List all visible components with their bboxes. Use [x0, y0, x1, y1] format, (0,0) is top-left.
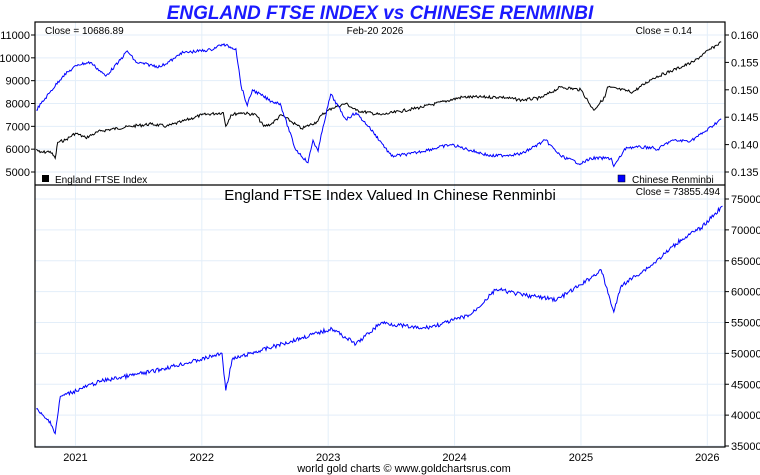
left-tick-label: 9000 — [6, 76, 30, 88]
left-tick-label: 8000 — [6, 99, 30, 111]
left-tick-label: 5000 — [6, 167, 30, 179]
lower-right-tick-label: 35000 — [731, 441, 760, 453]
footer-credit: world gold charts © www.goldchartsrus.co… — [296, 463, 511, 475]
lower-chart-title: England FTSE Index Valued In Chinese Ren… — [224, 187, 556, 204]
x-tick-label: 2021 — [63, 452, 87, 464]
x-tick-label: 2024 — [442, 452, 466, 464]
x-tick-label: 2023 — [316, 452, 340, 464]
x-tick-label: 2026 — [695, 452, 719, 464]
legend-ftse: England FTSE Index — [55, 175, 147, 186]
close-left-label: Close = 10686.89 — [45, 26, 124, 37]
x-tick-label: 2022 — [190, 452, 214, 464]
plot-frame — [34, 21, 726, 448]
ftse-in-cny-line — [36, 205, 723, 435]
x-tick-label: 2025 — [569, 452, 593, 464]
legend-swatch-ftse — [42, 175, 49, 182]
lower-right-tick-label: 60000 — [731, 287, 760, 299]
lower-close-label: Close = 73855.494 — [636, 187, 721, 198]
date-label: Feb-20 2026 — [347, 26, 404, 37]
close-right-label: Close = 0.14 — [636, 26, 693, 37]
lower-right-tick-label: 70000 — [731, 225, 760, 237]
right-tick-label: 0.160 — [731, 30, 759, 42]
right-tick-label: 0.135 — [731, 167, 759, 179]
legend-swatch-cny — [617, 174, 626, 183]
axis-ticks: 2021 2022 2023 2024 2025 2026 5000 6000 7000 8000… — [0, 30, 760, 464]
series-lines — [35, 41, 723, 435]
lower-right-tick-label: 40000 — [731, 410, 760, 422]
right-tick-label: 0.150 — [731, 85, 759, 97]
lower-right-tick-label: 45000 — [731, 379, 760, 391]
lower-right-tick-label: 50000 — [731, 348, 760, 360]
right-tick-label: 0.140 — [731, 140, 759, 152]
left-tick-label: 6000 — [6, 144, 30, 156]
left-tick-label: 11000 — [0, 30, 30, 42]
lower-right-tick-label: 65000 — [731, 256, 760, 268]
lower-right-tick-label: 75000 — [731, 194, 760, 206]
left-tick-label: 10000 — [0, 53, 30, 65]
chart-title: ENGLAND FTSE INDEX vs CHINESE RENMINBI — [167, 3, 594, 24]
grid-lines — [35, 22, 725, 447]
right-tick-label: 0.145 — [731, 112, 759, 124]
lower-right-tick-label: 55000 — [731, 318, 760, 330]
left-tick-label: 7000 — [6, 121, 30, 133]
ftse-index-line — [35, 41, 722, 160]
legend-cny: Chinese Renminbi — [632, 175, 714, 186]
right-tick-label: 0.155 — [731, 57, 759, 69]
renminbi-line — [36, 43, 722, 168]
